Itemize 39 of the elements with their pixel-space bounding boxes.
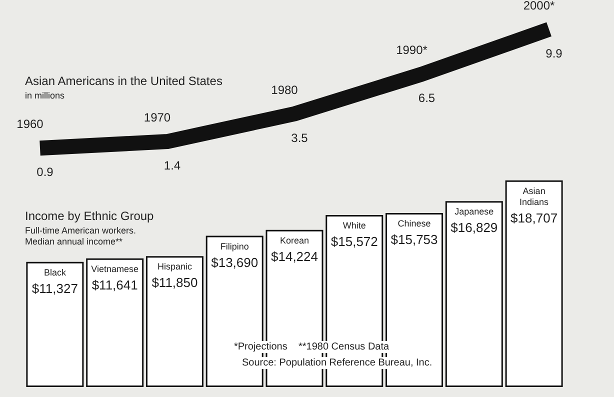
- data-label: $18,707: [510, 210, 558, 226]
- x-tick-label: 1990*: [396, 43, 428, 58]
- data-label: 3.5: [291, 130, 308, 145]
- data-label: $13,690: [211, 254, 258, 270]
- data-label: $14,224: [271, 248, 318, 264]
- text: Full-time American workers. Median annual income**: [25, 226, 136, 246]
- text: Asian Americans in the United States: [25, 74, 222, 88]
- bar: [26, 262, 84, 387]
- data-label: $11,327: [32, 280, 78, 296]
- bar: [146, 256, 204, 387]
- data-label: 0.9: [36, 165, 54, 180]
- data-label: 1.4: [164, 158, 181, 173]
- x-tick-label: 1960: [16, 117, 44, 132]
- x-tick-label: Vietnamese: [91, 264, 139, 274]
- data-label: $15,572: [330, 234, 378, 249]
- x-tick-label: Japanese: [454, 206, 494, 217]
- x-tick-label: Asian Indians: [520, 186, 550, 207]
- data-label: $16,829: [450, 220, 498, 236]
- annotation: Source: Population Reference Bureau, Inc.: [242, 358, 432, 368]
- x-tick-label: Korean: [280, 235, 310, 246]
- x-tick-label: Black: [44, 267, 66, 278]
- data-label: $11,641: [92, 277, 138, 292]
- x-tick-label: 1970: [144, 110, 171, 125]
- data-label: $11,850: [152, 275, 198, 290]
- x-tick-label: 1980: [271, 82, 298, 97]
- bar: [445, 201, 503, 387]
- text: Income by Ethnic Group: [25, 209, 154, 223]
- x-tick-label: Chinese: [398, 218, 431, 228]
- data-label: 9.9: [546, 46, 563, 60]
- x-tick-label: Filipino: [220, 241, 249, 252]
- bar: [505, 180, 563, 387]
- annotation: *Projections **1980 Census Data: [234, 342, 390, 352]
- x-tick-label: Hispanic: [157, 262, 192, 272]
- data-label: 6.5: [418, 91, 436, 106]
- x-tick-label: White: [342, 220, 366, 230]
- text: in millions: [25, 90, 66, 100]
- data-label: $15,753: [390, 232, 438, 247]
- bar: [86, 258, 144, 387]
- x-tick-label: 2000*: [523, 0, 556, 12]
